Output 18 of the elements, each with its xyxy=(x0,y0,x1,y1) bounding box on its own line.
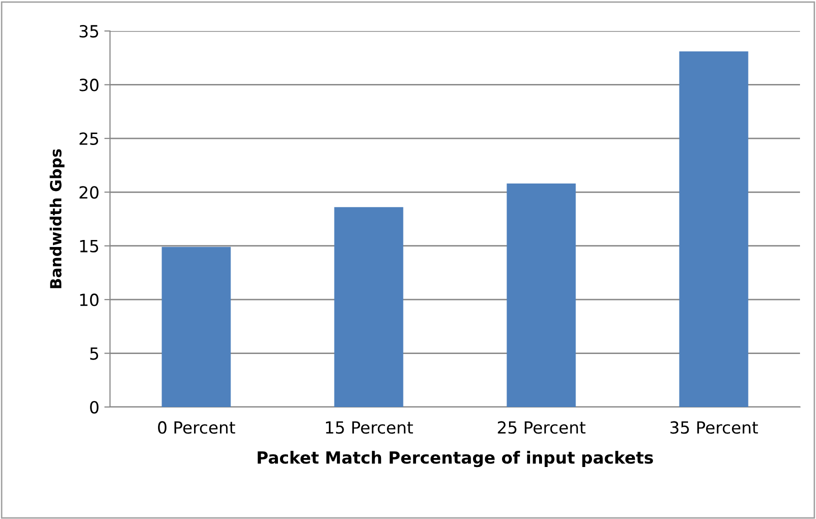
bar xyxy=(679,51,748,407)
y-tick-label: 10 xyxy=(80,294,98,306)
y-axis-title: Bandwidth Gbps xyxy=(50,149,64,288)
y-tick-label: 25 xyxy=(80,132,98,145)
y-tick-label: 0 xyxy=(90,400,98,414)
y-tick-label: 35 xyxy=(80,24,98,38)
x-axis-title: Packet Match Percentage of input packets xyxy=(258,450,653,468)
y-tick-label: 15 xyxy=(80,240,98,252)
x-tick-label: 0 Percent xyxy=(158,421,236,434)
bar xyxy=(506,184,576,407)
x-tick-label: 25 Percent xyxy=(498,421,586,434)
x-tick-label: 15 Percent xyxy=(326,421,413,434)
bar xyxy=(162,246,231,407)
y-tick-label: 30 xyxy=(80,78,98,92)
y-tick-label: 5 xyxy=(90,347,98,360)
bar xyxy=(334,207,404,407)
x-tick-label: 35 Percent xyxy=(670,421,758,434)
y-tick-label: 20 xyxy=(80,186,98,199)
